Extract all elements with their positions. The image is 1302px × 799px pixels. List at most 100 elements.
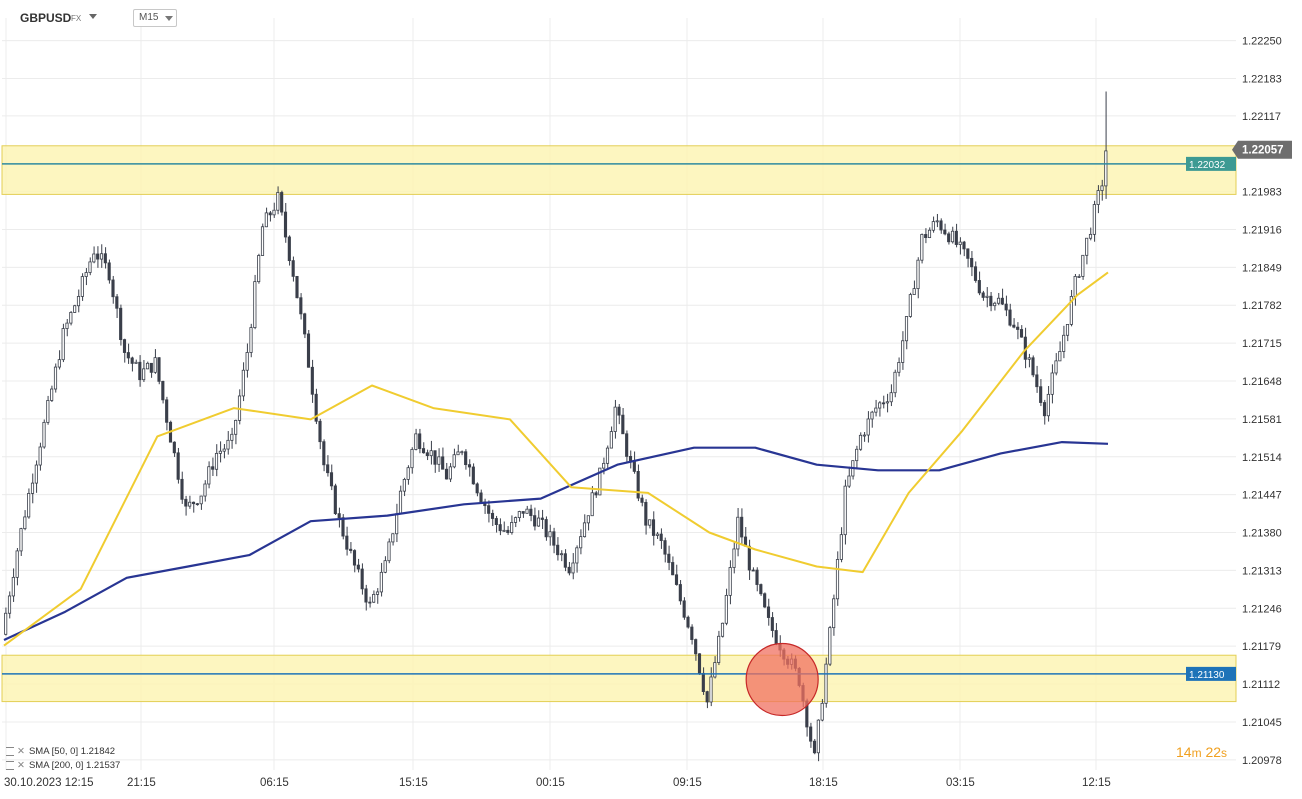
candle: [1004, 295, 1008, 317]
candle: [126, 343, 130, 364]
candle: [889, 384, 893, 407]
candle-body: [1077, 275, 1081, 278]
candle-body: [180, 478, 184, 500]
y-tick-label: 1.21313: [1242, 565, 1282, 577]
candle-body: [287, 236, 291, 262]
candle-body: [92, 253, 96, 263]
candle-body: [671, 562, 675, 576]
candle-body: [862, 434, 866, 437]
level-badge-resistance: [1186, 156, 1236, 171]
level-badge-text: 1.22032: [1189, 160, 1226, 171]
candle-body: [88, 261, 92, 273]
close-icon[interactable]: ✕: [17, 760, 25, 771]
candle-body: [19, 528, 23, 552]
candle-body: [73, 305, 77, 313]
candle-body: [709, 676, 713, 703]
candle-body: [30, 482, 35, 494]
y-tick-label: 1.21581: [1242, 414, 1282, 426]
candle-body: [103, 253, 107, 264]
candle: [690, 624, 694, 645]
candle-body: [352, 550, 357, 566]
candle-body: [99, 253, 104, 260]
candle: [433, 450, 437, 473]
candle-body: [498, 524, 502, 532]
candle-body: [763, 593, 767, 608]
chevron-down-icon[interactable]: [89, 14, 97, 19]
candle: [337, 507, 341, 528]
candle-body: [1104, 150, 1108, 187]
candle-body: [1100, 185, 1104, 191]
candle: [1008, 303, 1012, 327]
candle: [862, 432, 866, 442]
candle-body: [260, 226, 265, 256]
x-tick-label: 03:15: [946, 777, 975, 789]
countdown-seconds: 22: [1205, 744, 1222, 760]
candle-body: [613, 406, 617, 432]
indicator-legend-sma200: ✕ SMA [200, 0] 1.21537: [6, 760, 120, 771]
last-price-text: 1.22057: [1242, 145, 1284, 157]
candle-body: [625, 433, 629, 457]
candle: [218, 441, 222, 463]
candle-body: [855, 448, 859, 462]
candle: [897, 357, 901, 377]
candle: [1050, 364, 1054, 404]
candle-body: [222, 448, 226, 452]
candle-body: [977, 280, 981, 294]
indicator-settings-icon[interactable]: [6, 746, 14, 756]
candle-body: [648, 519, 652, 526]
candle: [372, 590, 376, 604]
candle: [521, 511, 525, 518]
candle-body: [533, 515, 537, 527]
candle: [38, 442, 42, 471]
candle-body: [835, 559, 840, 600]
candle-body: [4, 612, 8, 635]
candle-body: [697, 653, 702, 674]
candle-body: [372, 593, 376, 603]
candle: [958, 237, 962, 255]
candle: [303, 312, 307, 339]
candle: [226, 431, 230, 455]
candle-body: [1019, 329, 1024, 338]
x-tick-label: 21:15: [127, 777, 156, 789]
candle: [533, 507, 537, 531]
candle-body: [46, 400, 50, 423]
candle-body: [996, 297, 1001, 304]
indicator-settings-icon[interactable]: [6, 760, 14, 770]
candle-body: [1065, 324, 1070, 336]
candle: [1077, 274, 1081, 278]
candle-body: [1054, 360, 1058, 374]
candle-body: [11, 576, 15, 597]
candle: [418, 428, 422, 454]
candle-body: [391, 533, 395, 543]
candle: [199, 495, 203, 510]
symbol-name[interactable]: GBPUSD: [20, 11, 72, 25]
candle: [935, 213, 939, 228]
candle: [513, 516, 518, 528]
candle-body: [559, 553, 564, 556]
candle: [165, 396, 169, 431]
candle: [1081, 254, 1085, 280]
candle: [617, 404, 621, 425]
candle: [912, 280, 916, 296]
candle-body: [924, 234, 928, 238]
candle-body: [448, 466, 452, 480]
indicator-legend-sma50: ✕ SMA [50, 0] 1.21842: [6, 746, 115, 757]
candle: [816, 719, 820, 762]
candle: [142, 359, 146, 383]
candle: [920, 233, 924, 264]
timeframe-select[interactable]: M15: [133, 9, 177, 27]
candle: [1042, 399, 1047, 425]
candle-body: [479, 492, 483, 503]
candle-body: [609, 431, 613, 449]
close-icon[interactable]: ✕: [17, 746, 25, 757]
candle: [947, 231, 951, 245]
candle-body: [939, 220, 943, 231]
candle: [590, 486, 594, 517]
candle-body: [218, 450, 222, 454]
candle-body: [23, 516, 27, 530]
candle-body: [870, 411, 874, 420]
candle-body: [249, 327, 253, 353]
candle-body: [728, 567, 732, 596]
candle: [510, 515, 514, 535]
